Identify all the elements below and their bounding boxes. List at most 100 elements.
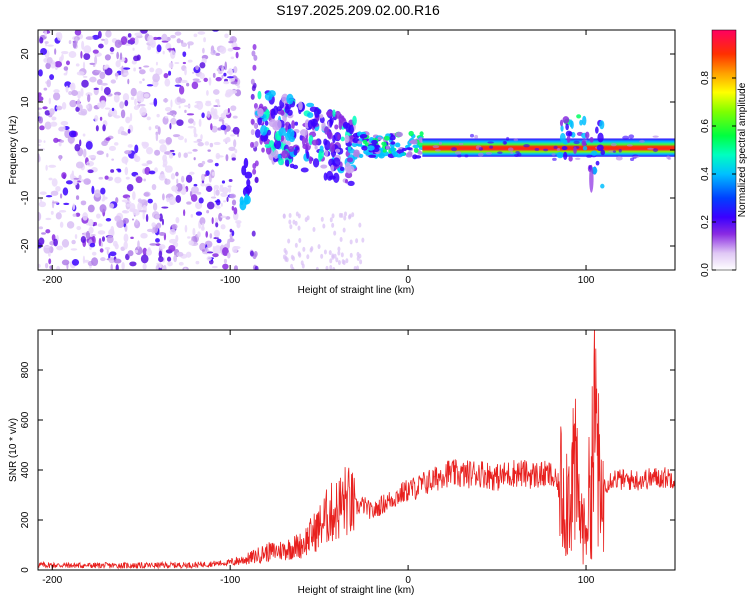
spectrogram-cell xyxy=(287,238,291,244)
spectrogram-cell xyxy=(187,41,194,46)
spectrogram-cell xyxy=(469,133,475,138)
spectrogram-cell xyxy=(432,145,440,149)
spectrogram-cell xyxy=(43,140,46,144)
spectrogram-cell xyxy=(71,89,79,96)
spectrogram-cell xyxy=(337,260,341,266)
spectrogram-cell xyxy=(215,76,222,82)
spectrogram-cell xyxy=(201,222,205,230)
spectrogram-cell xyxy=(142,247,148,256)
spectrogram-cell xyxy=(647,147,654,150)
spectrogram-cell xyxy=(38,237,45,246)
spectrogram-cell xyxy=(176,178,179,185)
spectrogram-cell xyxy=(612,150,617,153)
spectrogram-cell xyxy=(153,97,158,107)
spectrogram-cell xyxy=(125,116,131,124)
spectrogram-cell xyxy=(179,98,186,104)
spectrogram-cell xyxy=(332,157,341,167)
spectrogram-cell xyxy=(99,116,103,121)
spectrogram-cell xyxy=(579,119,583,126)
spectrogram-cell xyxy=(187,118,194,124)
spectrogram-cell xyxy=(274,119,282,131)
spectrogram-cell xyxy=(352,115,357,126)
spectrogram-cell xyxy=(167,48,175,51)
snr-x-tick-label: 0 xyxy=(405,575,411,586)
spectrogram-cell xyxy=(340,252,344,258)
spectrogram-cell xyxy=(312,118,316,129)
spectrogram-cell xyxy=(132,47,135,51)
spectrogram-cell xyxy=(146,84,154,87)
spectrogram-cell xyxy=(206,256,212,261)
spectrogram-cell xyxy=(304,217,308,223)
spectrogram-cell xyxy=(324,126,330,135)
spectrogram-cell xyxy=(582,115,587,126)
spectrogram-cell xyxy=(249,250,254,257)
spectrogram-cell xyxy=(94,70,102,73)
spectrogram-cell xyxy=(182,51,187,57)
spectrogram-cell xyxy=(83,178,91,185)
spectrogram-cell xyxy=(359,259,363,265)
spectrogram-cell xyxy=(253,251,258,258)
spectrogram-cell xyxy=(179,85,185,95)
spectrogram-cell xyxy=(180,175,185,183)
spectrogram-cell xyxy=(111,158,114,161)
spectrogram-cell xyxy=(331,213,335,219)
spectrogram-cell xyxy=(221,75,224,79)
spectrogram-cell xyxy=(199,217,206,226)
spectrogram-cell xyxy=(175,234,179,243)
spectrogram-cell xyxy=(260,125,268,136)
spectrogram-cell xyxy=(115,60,121,68)
spectrogram-cell xyxy=(559,119,564,127)
spectrogram-cell xyxy=(54,48,57,55)
spectrogram-cell xyxy=(223,72,227,77)
spectrogram-cell xyxy=(110,225,115,235)
spectrogram-cell xyxy=(97,30,102,39)
spectrogram-cell xyxy=(87,218,94,227)
spectrogram-cell xyxy=(64,129,71,139)
spectrogram-cell xyxy=(190,194,198,202)
spectrogram-cell xyxy=(110,79,117,84)
spectrogram-cell xyxy=(197,231,201,238)
spectrogram-cell xyxy=(178,151,182,158)
snr-x-tick-label: -100 xyxy=(220,575,240,586)
spectrogram-cell xyxy=(62,187,69,196)
spectrogram-cell xyxy=(105,218,112,222)
spectrogram-cell xyxy=(311,139,319,146)
spectrogram-cell xyxy=(312,227,316,233)
colorbar-tick-label: 0.6 xyxy=(700,119,711,133)
spectrogram-cell xyxy=(143,65,150,68)
spectrogram-cell xyxy=(595,126,599,134)
spectrogram-cell xyxy=(139,80,143,84)
spectrogram-cell xyxy=(297,225,301,231)
spectrogram-cell xyxy=(48,258,52,265)
spectrogram-cell xyxy=(87,169,94,174)
spectrogram-cell xyxy=(91,251,97,256)
spectrogram-cell xyxy=(95,125,99,132)
spectrogram-cell xyxy=(284,255,288,261)
spectrogram-cell xyxy=(334,110,342,119)
spectrogram-cell xyxy=(85,140,93,150)
spectrogram-cell xyxy=(288,213,292,219)
spectrogram-cell xyxy=(230,81,238,85)
spectrogram-cell xyxy=(108,257,115,264)
spectrogram-cell xyxy=(597,132,604,143)
spectrogram-cell xyxy=(224,61,227,71)
spectrogram-cell xyxy=(171,185,179,192)
spectrogram-cell xyxy=(233,66,238,74)
spectrogram-cell xyxy=(185,174,193,183)
spectrogram-cell xyxy=(182,61,187,65)
spectrogram-cell xyxy=(147,35,154,45)
spectrogram-cell xyxy=(149,67,155,73)
spectrogram-cell xyxy=(566,135,571,143)
spectrogram-cell xyxy=(130,96,135,101)
spectrogram-cell xyxy=(80,88,84,97)
spectrogram-cell xyxy=(202,47,205,54)
spectrogram-cell xyxy=(48,164,57,168)
spectrogram-cell xyxy=(353,265,357,270)
spectrogram-cell xyxy=(622,135,630,140)
spectrogram-cell xyxy=(239,200,247,211)
spectrogram-cell xyxy=(170,99,173,108)
spectrogram-cell xyxy=(137,198,142,203)
spectrogram-cell xyxy=(320,164,328,169)
spectrogram-cell xyxy=(82,75,88,78)
spectrogram-cell xyxy=(220,124,227,131)
